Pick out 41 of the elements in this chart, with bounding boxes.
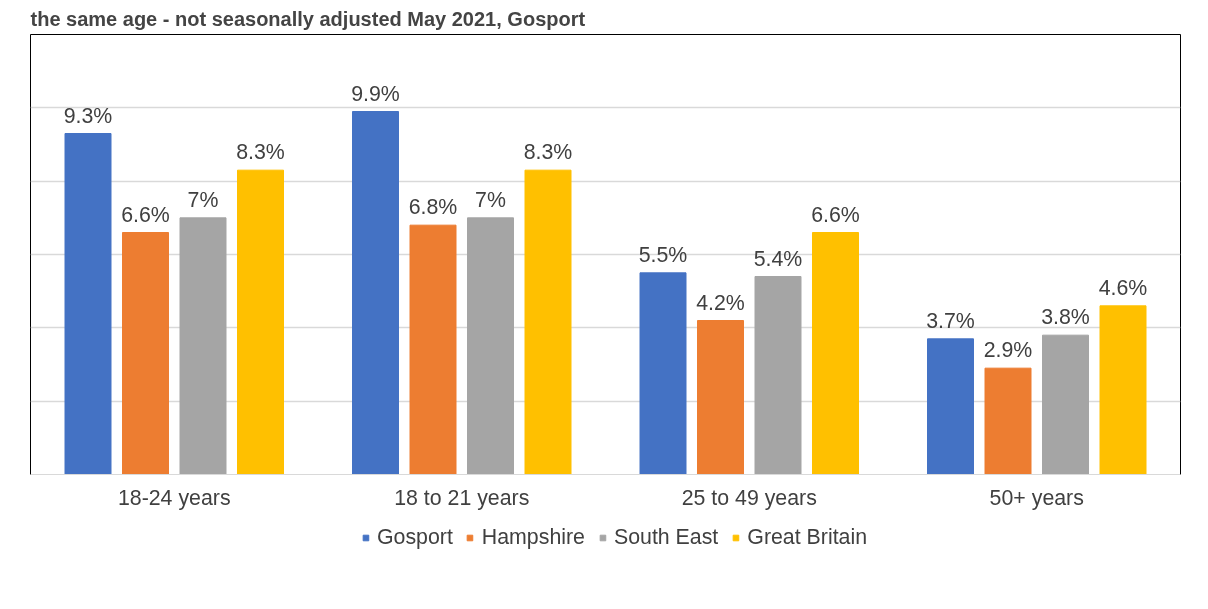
x-tick-label: 18-24 years [117,485,231,510]
data-label: 7% [187,187,219,212]
bar [237,169,284,475]
legend-label: Hampshire [481,524,585,550]
chart-title: the same age - not seasonally adjusted May 2021, Gosport [30,7,586,30]
data-label: 9.3% [63,103,113,128]
bar [524,169,572,475]
x-tick-label: 25 to 49 years [681,485,817,510]
data-label: 7% [475,187,506,212]
data-label: 6.8% [408,195,458,220]
x-tick-label: 50+ years [989,485,1084,510]
bar [122,232,169,475]
legend-label: Great Britain [747,524,868,550]
bar [639,272,687,475]
bar [812,232,859,475]
x-tick-label: 18 to 21 years [394,485,530,510]
data-label: 8.3% [523,140,573,165]
bar [179,217,227,475]
bar [927,338,974,475]
bar [409,224,457,475]
data-label: 4.6% [1098,275,1148,300]
data-label: 6.6% [121,202,170,227]
data-label: 9.9% [351,81,400,106]
data-label: 8.3% [236,140,285,165]
data-label: 5.4% [753,246,803,271]
bar [1042,334,1089,475]
legend-label: Gosport [376,524,453,550]
bar [697,320,744,475]
bar [754,276,802,475]
bar [64,133,112,475]
data-label: 3.8% [1041,305,1090,330]
bar [984,367,1032,475]
data-label: 5.5% [638,242,688,267]
bar [1099,305,1147,475]
data-label: 3.7% [926,308,975,333]
legend-label: South East [613,524,719,550]
bar [467,217,514,475]
data-label: 4.2% [696,290,745,315]
data-label: 2.9% [983,338,1033,363]
data-label: 6.6% [811,202,860,227]
bar [352,111,399,475]
